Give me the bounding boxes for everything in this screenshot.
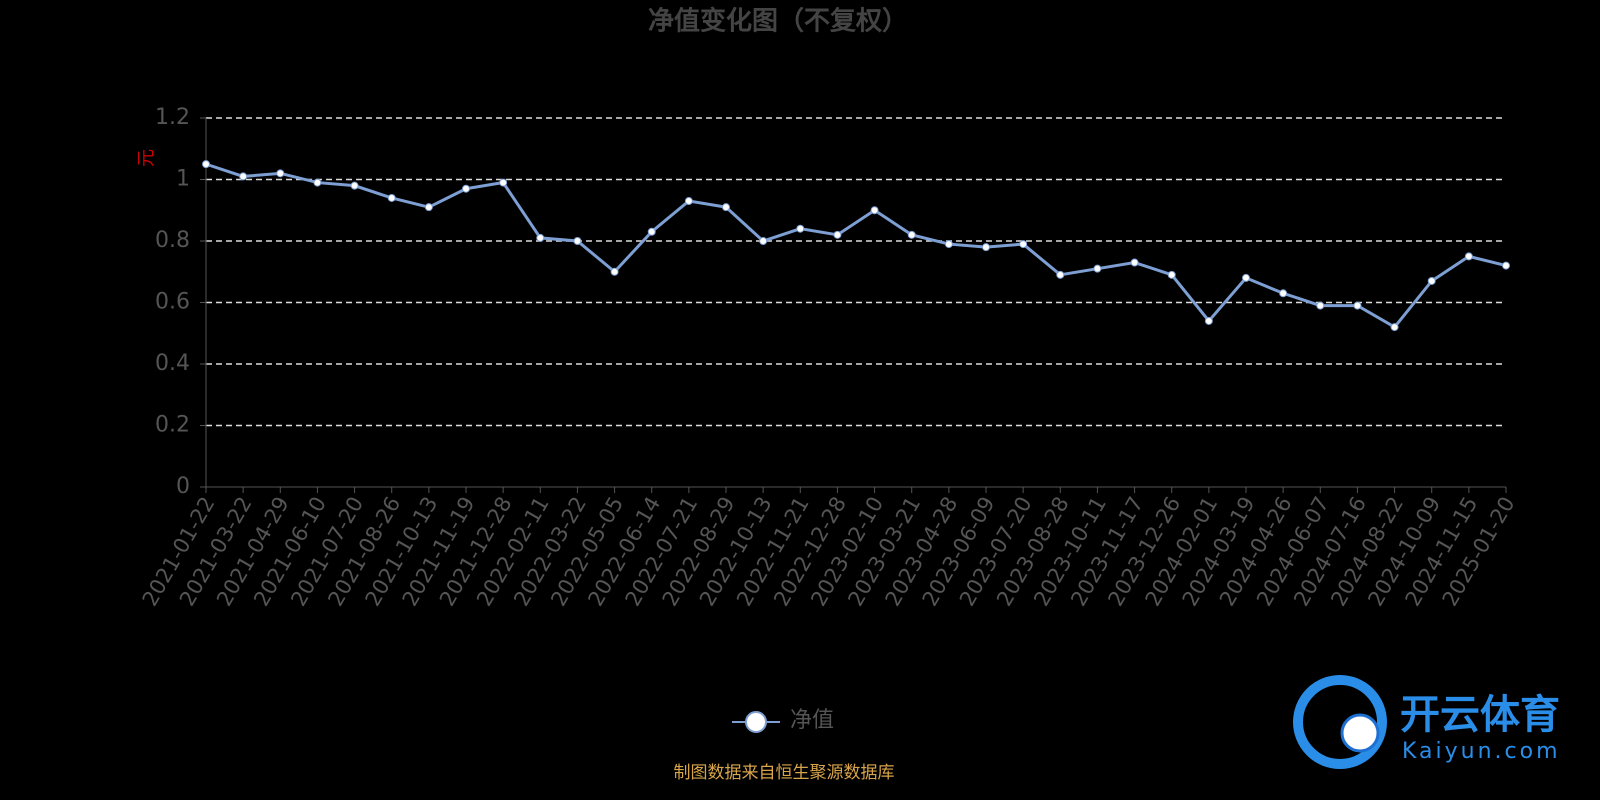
point [1316, 301, 1325, 310]
source-note: 制图数据来自恒生聚源数据库 [674, 763, 895, 783]
y-tick-label: 1.2 [155, 105, 190, 130]
point [350, 181, 359, 190]
point [1019, 240, 1028, 249]
point [499, 178, 508, 187]
point [276, 169, 285, 178]
point [1390, 323, 1399, 332]
point [907, 230, 916, 239]
point [1093, 264, 1102, 273]
watermark-sub: Kaiyun.com [1402, 739, 1561, 764]
point [424, 203, 433, 212]
point [833, 230, 842, 239]
point [1204, 316, 1213, 325]
point [1464, 252, 1473, 261]
point [982, 243, 990, 252]
point [1130, 258, 1139, 267]
point [1353, 301, 1362, 310]
point [610, 267, 619, 276]
legend-label: 净值 [790, 708, 834, 733]
line [205, 162, 1507, 330]
point [647, 227, 656, 236]
y-tick-label: 0 [176, 474, 190, 499]
logo-icon [1293, 675, 1387, 769]
point [387, 193, 396, 202]
point [1502, 261, 1510, 270]
point [1167, 270, 1176, 279]
y-tick-label: 0.2 [155, 413, 190, 438]
chart-title: 净值变化图（不复权） [648, 6, 908, 37]
y-tick-label: 0.8 [155, 228, 190, 253]
y-tick-label: 0.4 [155, 351, 190, 376]
point [536, 233, 545, 242]
point [202, 160, 210, 169]
point [573, 237, 582, 245]
point [1427, 276, 1436, 285]
logo-ball [1340, 713, 1380, 753]
watermark: 开云体育 [1400, 692, 1560, 738]
legend-marker [745, 711, 767, 733]
point [313, 178, 322, 187]
point [462, 184, 470, 193]
point [239, 172, 248, 181]
point [1279, 289, 1288, 298]
y-axis-label: 元 [136, 149, 157, 167]
point [722, 203, 730, 212]
point [684, 197, 693, 206]
point [870, 206, 879, 215]
point [796, 224, 805, 233]
y-tick-label: 1 [176, 167, 190, 192]
y-tick-label: 0.6 [155, 290, 190, 315]
point [1056, 270, 1065, 279]
point [944, 240, 953, 249]
point [1242, 273, 1250, 282]
point [759, 237, 768, 245]
